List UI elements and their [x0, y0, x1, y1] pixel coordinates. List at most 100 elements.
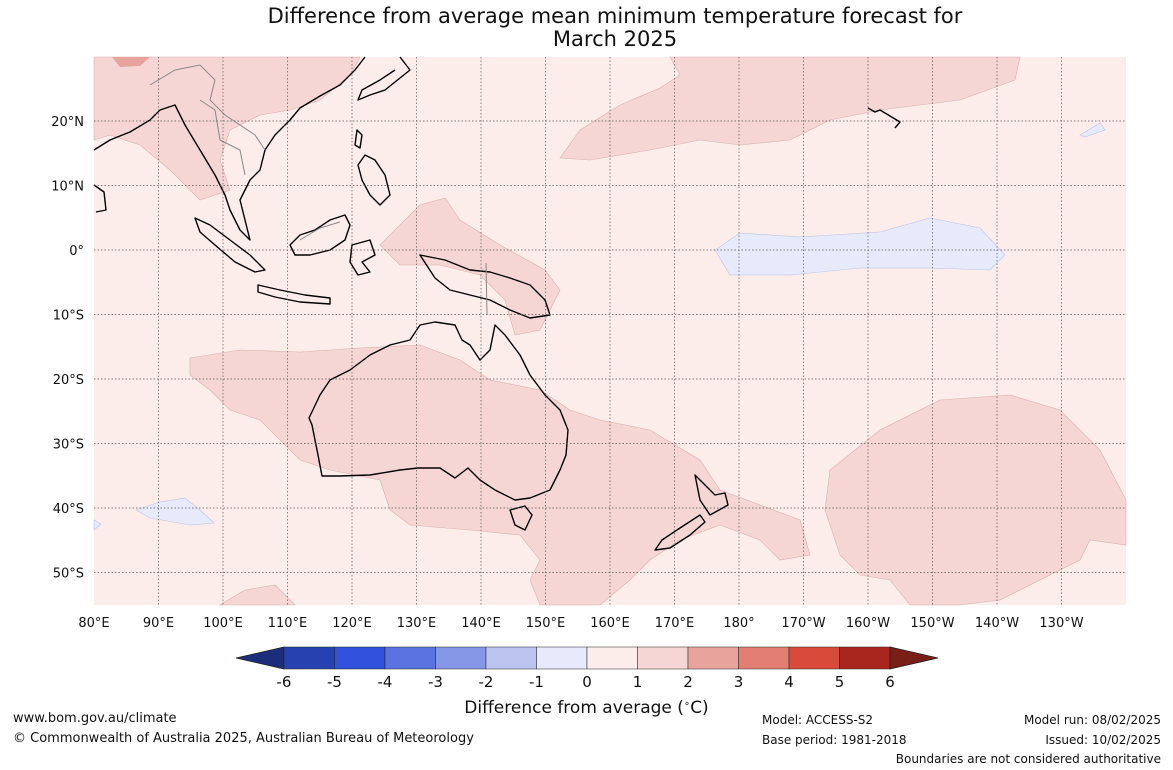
latitude-tick-label: 10°S	[53, 309, 84, 324]
latitude-tick-label: 0°	[69, 244, 84, 259]
new-guinea-coastline	[419, 254, 551, 319]
longitude-tick-label: 140°E	[461, 616, 501, 631]
borneo-coastline	[289, 214, 351, 256]
anomaly-region-north-pacific	[559, 56, 1021, 161]
colorbar-extend-low	[235, 646, 285, 670]
colorbar-title: Difference from average (∘C)	[0, 698, 1173, 718]
colorbar-tick-label: -2	[479, 673, 494, 691]
longitude-tick-label: 150°W	[910, 616, 954, 631]
coastlines	[93, 56, 901, 551]
footer-issued: Issued: 10/02/2025	[1045, 733, 1161, 747]
colorbar-tick-label: -6	[277, 673, 292, 691]
gridlines	[94, 57, 1126, 605]
longitude-tick-label: 140°W	[975, 616, 1019, 631]
colorbar-tick-label: 5	[835, 673, 845, 691]
colorbar-segment	[738, 646, 790, 670]
colorbar	[235, 646, 939, 670]
colorbar-segment	[839, 646, 891, 670]
anomaly-region-west-edge	[93, 519, 102, 531]
latitude-tick-label: 20°S	[53, 373, 84, 388]
sulawesi-coastline	[349, 239, 376, 276]
colorbar-segment	[536, 646, 588, 670]
colorbar-tick-label: 6	[885, 673, 895, 691]
colorbar-title-unit: C)	[690, 698, 709, 718]
colorbar-segment	[586, 646, 638, 670]
colorbar-tick-label: -3	[428, 673, 443, 691]
country-borders	[149, 64, 488, 316]
latitude-tick-label: 30°S	[53, 438, 84, 453]
longitude-tick-label: 160°E	[590, 616, 630, 631]
colorbar-tick-label: -5	[327, 673, 342, 691]
colorbar-extend-high	[889, 646, 939, 670]
colorbar-title-text: Difference from average (	[464, 698, 684, 718]
title-line-2: March 2025	[552, 27, 678, 51]
sumatra-coastline	[194, 217, 266, 273]
longitude-tick-label: 160°W	[846, 616, 890, 631]
new-zealand-south-coastline	[654, 514, 706, 551]
colorbar-tick-label: 3	[734, 673, 744, 691]
latitude-tick-label: 10°N	[51, 180, 84, 195]
longitude-labels: 80°E 90°E 100°E 110°E 120°E 130°E 140°E 150°E 16…	[78, 616, 1083, 631]
footer-model: Model: ACCESS-S2	[762, 713, 874, 727]
anomaly-2-3-region	[112, 57, 150, 67]
anomaly-region-australia	[189, 344, 811, 606]
new-zealand-north-coastline	[694, 474, 729, 516]
colorbar-tick-label: 4	[784, 673, 794, 691]
colorbar-tick-label: -1	[529, 673, 544, 691]
colorbar-segment	[788, 646, 840, 670]
footer-url: www.bom.gov.au/climate	[13, 711, 177, 726]
colorbar-segment	[283, 646, 335, 670]
colorbar-segment	[435, 646, 487, 670]
tasmania-coastline	[509, 505, 533, 531]
border-southeast-asia-2	[199, 99, 246, 176]
longitude-tick-label: 100°E	[203, 616, 243, 631]
anomaly-region-asia	[93, 56, 361, 201]
philippines-coastline	[357, 154, 391, 206]
longitude-tick-label: 90°E	[143, 616, 174, 631]
longitude-tick-label: 120°E	[332, 616, 372, 631]
latitude-tick-label: 20°N	[51, 115, 84, 130]
latitude-labels: 20°N 10°N 0° 10°S 20°S 30°S 40°S 50°S	[51, 115, 84, 582]
colorbar-segment	[687, 646, 739, 670]
map-panel	[93, 56, 1127, 606]
anomaly-region-new-guinea	[379, 197, 561, 336]
map-title: Difference from average mean minimum tem…	[0, 5, 1173, 51]
longitude-tick-label: 170°E	[655, 616, 695, 631]
latitude-tick-label: 40°S	[53, 502, 84, 517]
longitude-tick-label: 180°	[723, 616, 754, 631]
asia-mainland-coastline	[93, 56, 366, 241]
latitude-tick-label: 50°S	[53, 567, 84, 582]
longitude-tick-label: 110°E	[268, 616, 308, 631]
colorbar-segment	[384, 646, 436, 670]
colorbar-labels: -6 -5 -4 -3 -2 -1 0 1 2 3 4 5 6	[277, 673, 895, 691]
colorbar-tick-label: 2	[683, 673, 693, 691]
colorbar-tick-label: 1	[633, 673, 643, 691]
anomaly-region-southern-indian	[135, 497, 215, 526]
australia-coastline	[308, 321, 569, 501]
title-line-1: Difference from average mean minimum tem…	[267, 4, 963, 28]
colorbar-tick-label: -4	[378, 673, 393, 691]
taiwan-coastline	[354, 129, 363, 149]
anomaly-region-bottom-left	[218, 584, 296, 606]
hawaii-coastline	[867, 107, 901, 129]
anomaly-region-north-east	[1079, 122, 1106, 138]
footer-base-period: Base period: 1981-2018	[762, 733, 907, 747]
footer-copyright: © Commonwealth of Australia 2025, Austra…	[13, 731, 474, 746]
longitude-tick-label: 170°W	[781, 616, 825, 631]
japan-coastline	[357, 56, 411, 101]
border-southeast-asia-1	[149, 64, 266, 151]
colorbar-segment	[637, 646, 689, 670]
anomaly-region-south-pacific	[824, 394, 1127, 606]
india-coastline	[93, 184, 107, 213]
footer-disclaimer: Boundaries are not considered authoritat…	[895, 752, 1161, 766]
degree-symbol: ∘	[683, 698, 691, 710]
colorbar-segment	[485, 646, 537, 670]
java-coastline	[257, 284, 331, 305]
longitude-tick-label: 130°W	[1039, 616, 1083, 631]
border-new-guinea	[485, 262, 488, 316]
footer-model-run: Model run: 08/02/2025	[1023, 713, 1161, 727]
border-borneo	[299, 221, 341, 241]
colorbar-segment	[334, 646, 386, 670]
longitude-tick-label: 130°E	[397, 616, 437, 631]
